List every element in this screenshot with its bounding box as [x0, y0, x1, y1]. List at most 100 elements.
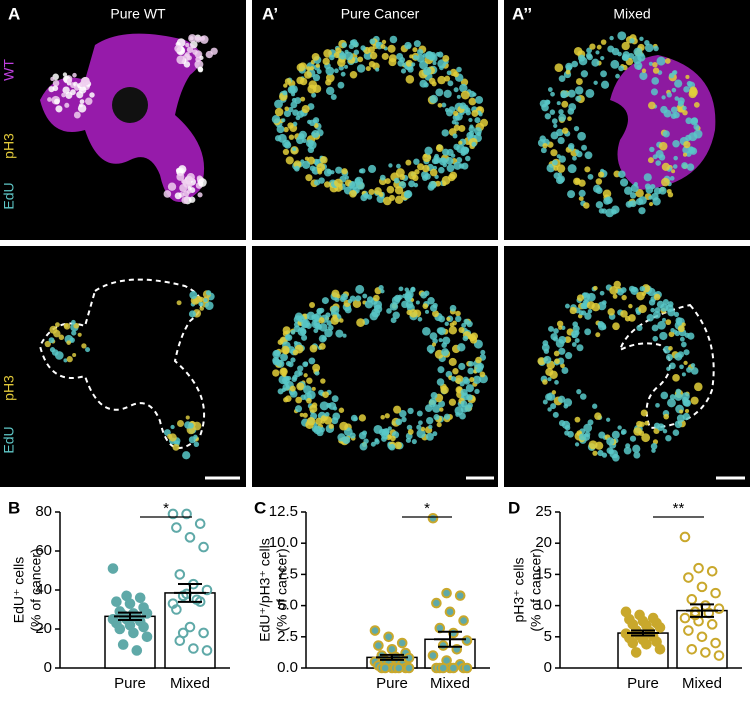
cell: [424, 404, 433, 412]
cell: [287, 361, 294, 368]
cell: [195, 56, 201, 63]
y-tick-label: 80: [35, 503, 52, 520]
cell: [170, 424, 175, 430]
panel-letter: A’: [262, 4, 278, 23]
panel-letter: B: [8, 498, 20, 517]
cell: [319, 426, 325, 433]
cell: [468, 360, 474, 367]
cell: [64, 102, 70, 108]
cell: [277, 339, 284, 345]
y-axis-label: EdU⁺/pH3⁺ cells: [257, 538, 273, 641]
cell: [617, 31, 627, 41]
cell: [650, 307, 656, 313]
cell: [355, 295, 362, 302]
cell: [541, 103, 549, 112]
cell: [416, 410, 423, 417]
cell: [560, 93, 566, 99]
cell: [174, 192, 182, 200]
error-bar: [627, 629, 659, 637]
cell: [71, 330, 77, 336]
cell: [600, 39, 607, 45]
cell: [456, 94, 461, 99]
data-point: [630, 647, 642, 658]
cell: [303, 373, 308, 378]
cell: [441, 348, 449, 357]
cell: [459, 83, 468, 93]
cell: [435, 88, 444, 97]
cell: [449, 304, 457, 312]
cell: [316, 69, 322, 75]
cell: [408, 180, 416, 188]
micrographs: A Pure WT A’ Pure Cancer A’’ Mixed EdU p…: [0, 0, 750, 487]
y-tick-label: 0: [544, 659, 552, 676]
panel-letter: A’’: [512, 4, 532, 23]
data-point: [114, 623, 126, 635]
cell: [284, 78, 292, 85]
cell: [272, 369, 280, 377]
cell: [686, 367, 692, 373]
cell: [81, 343, 87, 349]
cell: [600, 55, 605, 61]
cell: [66, 340, 72, 345]
data-point: [379, 662, 391, 674]
cell: [405, 159, 412, 166]
cell: [413, 40, 421, 48]
cell: [644, 420, 650, 426]
cell: [584, 328, 592, 336]
cell: [660, 391, 669, 400]
cell: [312, 363, 321, 372]
cell: [210, 47, 218, 55]
cell: [424, 146, 433, 155]
cell: [595, 201, 604, 209]
cell: [557, 137, 565, 145]
cell: [389, 302, 399, 311]
cell: [54, 351, 64, 360]
cell: [472, 375, 482, 384]
cell: [651, 448, 656, 453]
cell: [540, 147, 547, 154]
cell: [552, 411, 559, 418]
cell: [580, 70, 589, 78]
cell: [693, 129, 703, 139]
cell: [200, 36, 206, 41]
cell: [679, 364, 684, 370]
cell: [670, 106, 678, 114]
cell: [306, 377, 313, 384]
data-point: [184, 532, 196, 543]
cell: [428, 77, 436, 85]
cell: [394, 186, 404, 195]
cell: [653, 187, 662, 195]
cell: [661, 162, 670, 172]
cell: [374, 187, 382, 195]
cell: [415, 300, 420, 305]
cell: [630, 184, 639, 192]
cell: [437, 366, 445, 374]
cell: [292, 147, 297, 152]
cell: [328, 423, 334, 429]
cell: [198, 296, 204, 303]
cell: [442, 54, 450, 62]
cell: [652, 154, 658, 160]
cell: [456, 66, 462, 73]
cell: [593, 285, 598, 291]
cell: [624, 186, 633, 195]
data-point: [696, 581, 708, 593]
cell: [349, 181, 358, 190]
cell: [199, 306, 205, 311]
cell: [72, 352, 77, 358]
cell: [628, 314, 636, 322]
cell: [197, 192, 203, 198]
cell: [600, 70, 607, 78]
cell: [474, 117, 481, 124]
cell: [620, 310, 628, 318]
cell: [441, 342, 447, 349]
y-tick-label: 12.5: [269, 503, 298, 520]
cell: [63, 322, 71, 330]
cell: [167, 182, 177, 191]
cell: [404, 190, 413, 199]
cell: [387, 434, 392, 439]
cell: [438, 338, 443, 343]
cell: [636, 420, 643, 428]
cell: [676, 414, 685, 423]
cell: [444, 321, 449, 327]
